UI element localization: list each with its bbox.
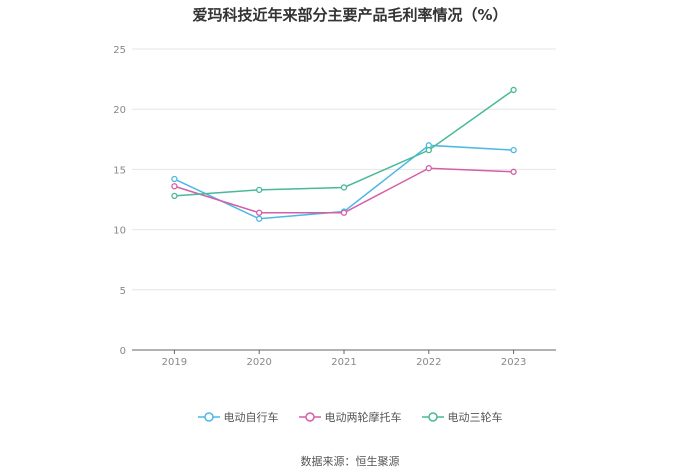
data-point-s1-1: [256, 209, 263, 216]
y-tick-label: 25: [113, 45, 126, 56]
legend-item-series-2[interactable]: 电动三轮车: [421, 409, 503, 425]
data-point-s2-0: [171, 192, 178, 200]
legend-marker-0: [197, 412, 220, 422]
legend-label-1: 电动两轮摩托车: [324, 411, 402, 424]
data-point-s0-1: [256, 215, 263, 222]
x-tick-label: 2021: [331, 357, 356, 368]
legend-marker-1: [298, 412, 321, 422]
y-tick-label: 10: [113, 226, 126, 237]
data-point-s1-2: [340, 209, 348, 216]
series-line-2: [174, 89, 515, 197]
chart-title: 爱玛科技近年来部分主要产品毛利率情况（%）: [192, 6, 508, 24]
data-point-s0-4: [510, 146, 517, 154]
legend-marker-2: [421, 412, 444, 422]
data-point-s2-2: [340, 184, 348, 191]
y-tick-label: 5: [120, 286, 126, 297]
data-source: 数据来源：恒生聚源: [300, 455, 400, 468]
x-tick-label: 2022: [416, 357, 441, 368]
data-point-s1-4: [510, 168, 517, 175]
data-point-s2-3: [425, 146, 432, 154]
y-tick-label: 15: [113, 165, 126, 176]
x-tick-label: 2019: [162, 357, 187, 368]
y-tick-label: 20: [113, 105, 126, 116]
line-chart: 0 5 10 15 20 25 2019 2020 2021 2022 2023: [113, 45, 556, 368]
data-point-s2-4: [510, 86, 517, 94]
x-tick-label: 2020: [246, 357, 271, 368]
data-point-s2-1: [256, 186, 263, 194]
data-point-s1-0: [171, 183, 178, 190]
legend-label-0: 电动自行车: [223, 411, 279, 424]
legend-item-series-1[interactable]: 电动两轮摩托车: [298, 409, 402, 425]
legend: 电动自行车 电动两轮摩托车 电动三轮车: [0, 409, 700, 425]
legend-label-2: 电动三轮车: [447, 411, 503, 424]
series-line-0: [174, 144, 514, 220]
x-tick-label: 2023: [501, 357, 526, 368]
data-point-s0-0: [171, 175, 178, 183]
legend-item-series-0[interactable]: 电动自行车: [197, 409, 279, 425]
y-tick-label: 0: [120, 346, 126, 357]
data-point-s1-3: [425, 165, 432, 172]
